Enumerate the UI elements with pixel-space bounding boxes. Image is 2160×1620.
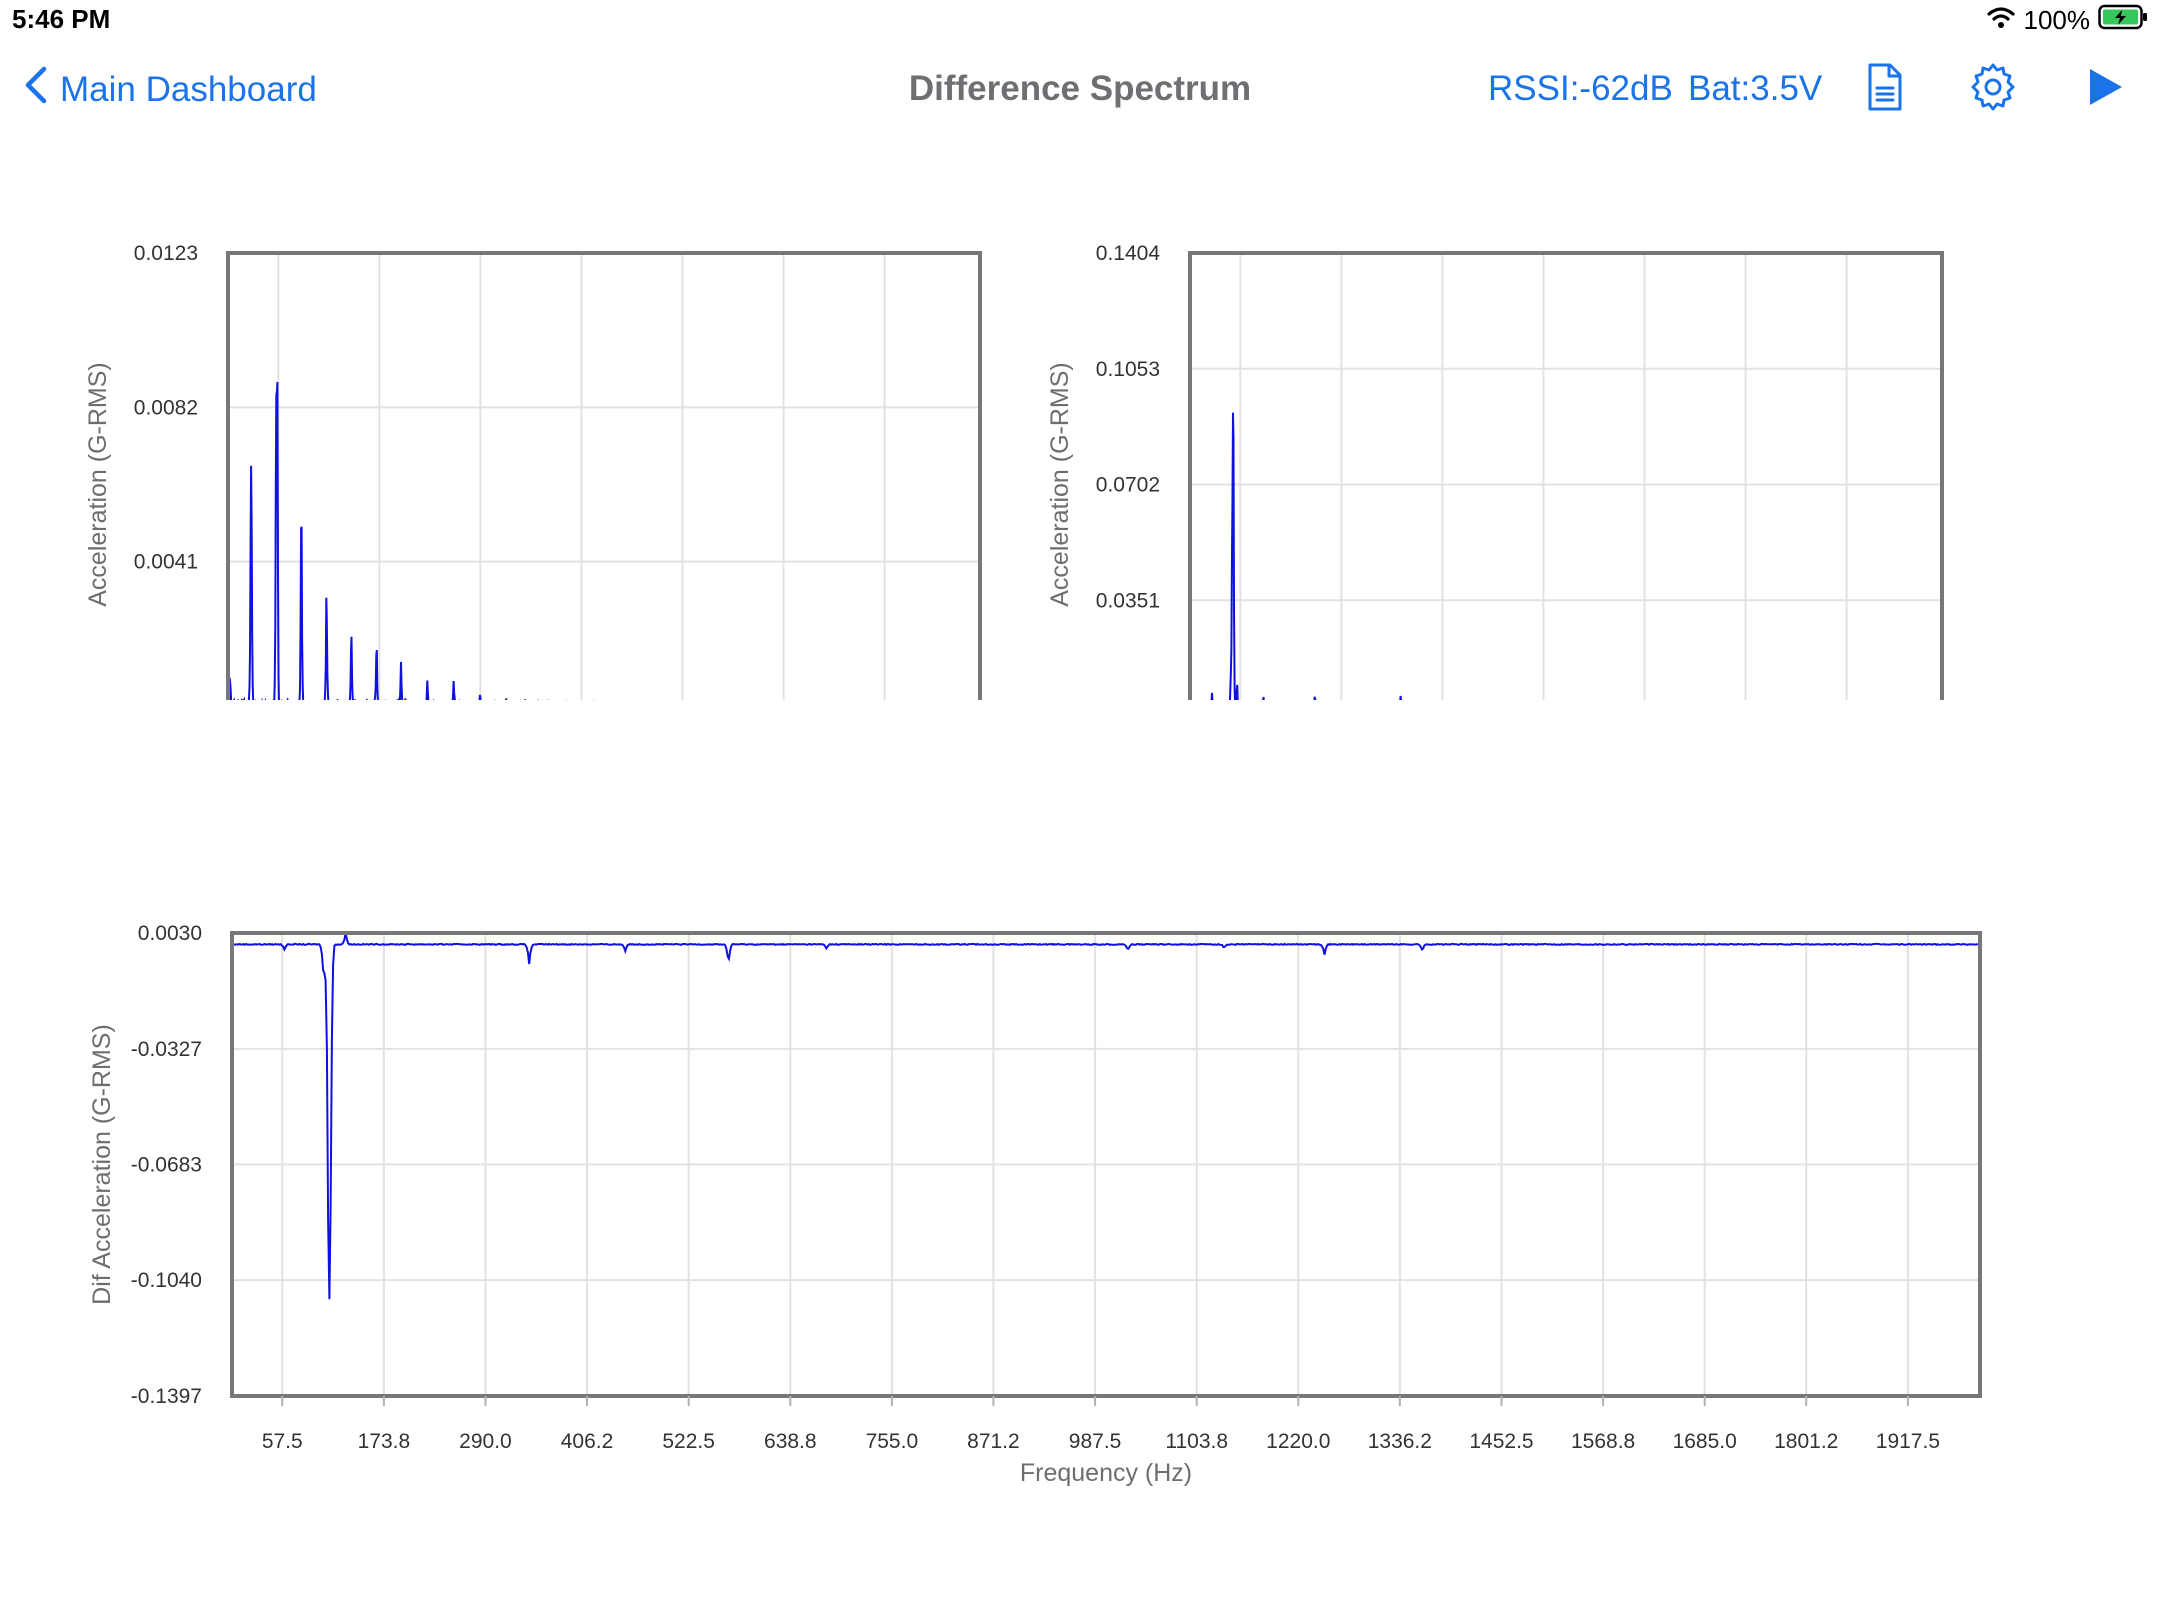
x-tick-label: 1568.8: [1571, 1430, 1635, 1453]
y-tick-label: -0.0327: [131, 1038, 202, 1061]
spectrum-trace: [231, 932, 1981, 1300]
x-tick-label: 1220.0: [1266, 1430, 1330, 1453]
x-tick-label: 1452.5: [1469, 1430, 1533, 1453]
back-button[interactable]: Main Dashboard: [24, 65, 317, 114]
back-button-label: Main Dashboard: [60, 69, 317, 109]
y-axis-label: Dif Acceleration (G-RMS): [88, 1024, 116, 1305]
x-tick-label: 1801.2: [1774, 1430, 1838, 1453]
x-tick-label: 1103.8: [1165, 1430, 1228, 1453]
y-axis-label: Acceleration (G-RMS): [1046, 362, 1074, 607]
y-axis-label: Acceleration (G-RMS): [84, 362, 112, 607]
status-time: 5:46 PM: [12, 4, 111, 34]
spectrum-trace: [227, 381, 714, 700]
y-tick-label: -0.1040: [131, 1269, 202, 1292]
y-tick-label: -0.1397: [131, 1385, 202, 1408]
y-tick-label: 0.0030: [138, 922, 202, 945]
x-tick-label: 1685.0: [1673, 1430, 1737, 1453]
plot-frame: [226, 251, 982, 700]
x-tick-label: 522.5: [662, 1430, 715, 1453]
rssi-readout: RSSI:-62dB: [1488, 69, 1673, 108]
battery-percent: 100%: [2023, 5, 2091, 35]
x-axis-label: Frequency (Hz): [1020, 1459, 1192, 1487]
acceleration-spectrum-chart-2: 133.8402.5671.2940.01208.81477.51746.20.…: [1046, 242, 1944, 700]
plot-frame: [230, 931, 1982, 1398]
status-bar: 5:46 PM 100%: [0, 0, 2160, 40]
x-tick-label: 1917.5: [1876, 1430, 1940, 1453]
y-tick-label: -0.0683: [131, 1153, 202, 1176]
x-tick-label: 290.0: [459, 1430, 512, 1453]
gear-icon[interactable]: [1967, 61, 2019, 113]
play-icon[interactable]: [2078, 61, 2130, 113]
chevron-left-icon: [24, 65, 48, 114]
y-tick-label: 0.1053: [1096, 358, 1160, 381]
acceleration-spectrum-chart-1: 133.8402.5671.2940.01208.81477.51746.20.…: [84, 242, 982, 700]
spectrum-trace: [1210, 412, 1402, 700]
plot-frame: [1188, 251, 1944, 700]
x-tick-label: 987.5: [1069, 1430, 1122, 1453]
document-icon[interactable]: [1858, 61, 1910, 113]
y-tick-label: 0.0041: [134, 551, 198, 574]
difference-spectrum-chart: 57.5 173.8 290.0 406.2 522.5 638.8 755.0 871.2 9…: [88, 922, 1982, 1487]
wifi-icon: [1986, 5, 2016, 36]
battery-voltage-readout: Bat:3.5V: [1688, 69, 1823, 108]
x-tick-label: 1336.2: [1368, 1430, 1432, 1453]
y-tick-label: 0.0702: [1096, 474, 1160, 497]
status-indicators: 100%: [1986, 4, 2149, 37]
y-tick-label: 0.0351: [1096, 589, 1160, 612]
nav-bar: Main Dashboard Difference Spectrum RSSI:…: [0, 55, 2160, 125]
x-tick-label: 57.5: [262, 1430, 303, 1453]
x-tick-label: 173.8: [358, 1430, 411, 1453]
y-tick-label: 0.0082: [134, 396, 198, 419]
x-tick-label: 406.2: [561, 1430, 614, 1453]
x-tick-label: 871.2: [967, 1430, 1020, 1453]
battery-icon: [2098, 4, 2148, 37]
y-tick-label: 0.1404: [1096, 242, 1161, 265]
page-title: Difference Spectrum: [908, 69, 1252, 108]
y-tick-label: 0.0123: [134, 242, 198, 265]
x-tick-label: 755.0: [866, 1430, 919, 1453]
x-tick-label: 638.8: [764, 1430, 817, 1453]
